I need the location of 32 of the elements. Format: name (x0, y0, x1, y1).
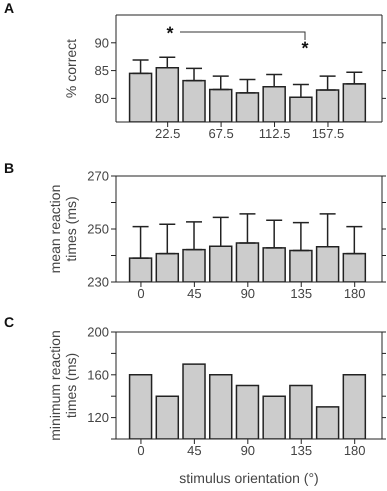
x-tick-label: 0 (137, 286, 145, 302)
chart-title: C (4, 314, 14, 330)
y-tick-label: 90 (94, 35, 109, 50)
y-tick-label: 270 (87, 168, 109, 184)
y-axis-title: % correct (63, 38, 79, 98)
y-tick-label: 250 (87, 222, 109, 237)
y-tick-label: 160 (87, 367, 109, 382)
x-tick-label: 45 (187, 286, 202, 302)
x-tick-label: 112.5 (258, 126, 290, 142)
y-axis-title: mean reaction times (ms) (47, 184, 79, 274)
chart-title: B (4, 160, 14, 176)
y-tick-label: 230 (87, 274, 109, 290)
x-tick-label: 90 (240, 286, 256, 302)
y-axis-title: minimum reaction times (ms) (47, 330, 79, 441)
x-tick-label: 180 (344, 443, 366, 458)
annotation: * (301, 38, 309, 58)
y-tick-label: 85 (94, 63, 109, 78)
y-tick-label: 200 (87, 324, 109, 340)
x-tick-label: 67.5 (208, 126, 234, 142)
x-tick-label: 90 (240, 443, 256, 458)
annotation: * (166, 23, 174, 43)
x-axis-title: stimulus orientation (°) (179, 470, 319, 486)
x-tick-label: 45 (187, 443, 202, 458)
x-tick-label: 135 (290, 443, 312, 458)
x-tick-label: 157.5 (312, 126, 344, 142)
x-tick-label: 22.5 (155, 126, 180, 142)
y-tick-label: 120 (87, 410, 109, 426)
x-tick-label: 0 (137, 443, 145, 458)
chart-title: A (4, 0, 14, 16)
y-tick-label: 80 (94, 90, 109, 106)
x-tick-label: 180 (344, 286, 366, 302)
x-tick-label: 135 (290, 286, 312, 302)
